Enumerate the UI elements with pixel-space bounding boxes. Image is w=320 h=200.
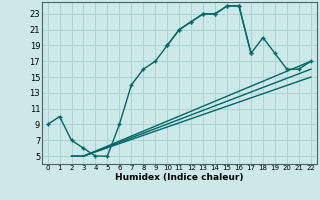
X-axis label: Humidex (Indice chaleur): Humidex (Indice chaleur)	[115, 173, 244, 182]
